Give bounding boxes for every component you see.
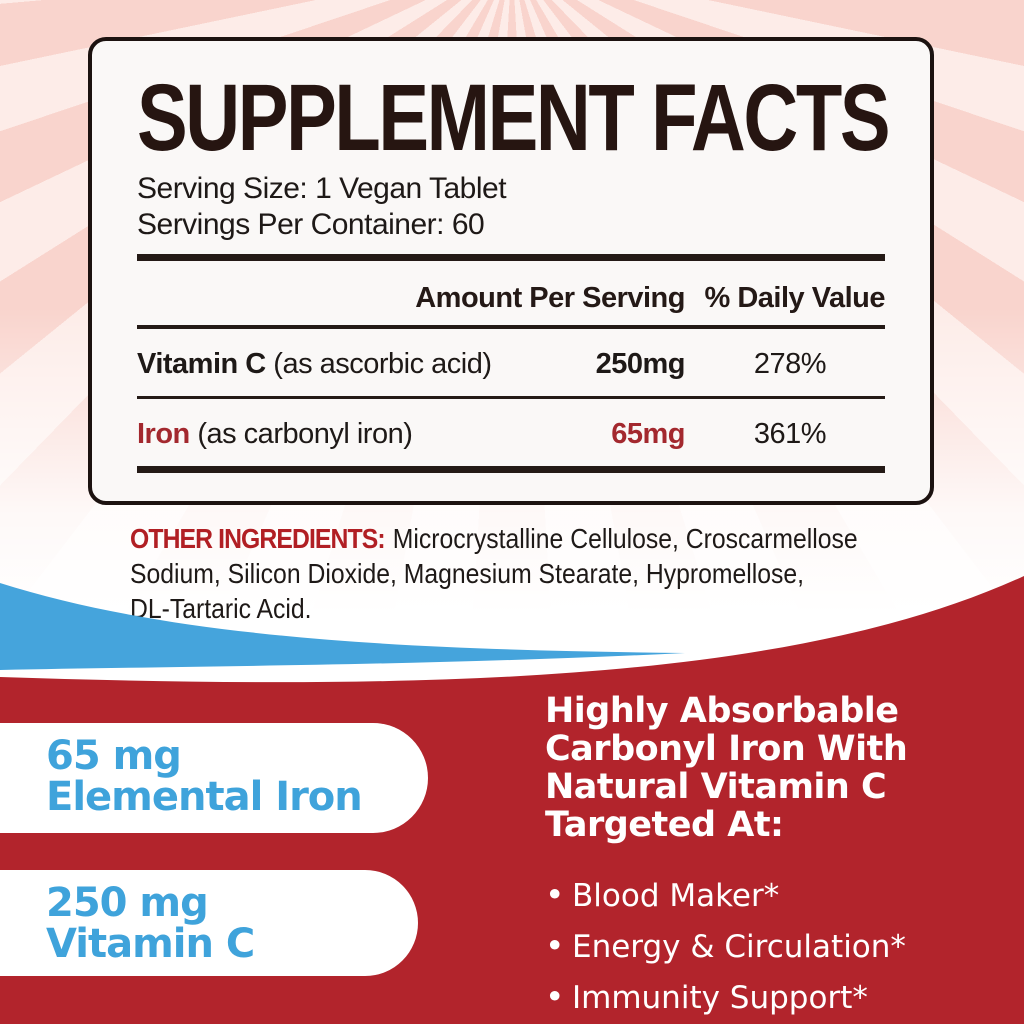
bullet-icon: [545, 921, 572, 972]
vitamin-c-badge-amount: 250 mg: [46, 880, 209, 926]
bullet-text: Energy & Circulation*: [572, 929, 906, 965]
iron-badge: 65 mg Elemental Iron: [0, 723, 428, 833]
claims-column: Highly Absorbable Carbonyl Iron With Nat…: [545, 692, 1020, 1023]
supplement-facts-panel: SUPPLEMENT FACTS Serving Size: 1 Vegan T…: [88, 37, 934, 505]
nutrient-name: Vitamin C: [137, 348, 266, 380]
iron-badge-label: Elemental Iron: [46, 774, 363, 820]
claims-bullet-list: Blood Maker* Energy & Circulation* Immun…: [545, 870, 1020, 1023]
nutrient-amount: 250mg: [595, 348, 686, 380]
list-item: Energy & Circulation*: [545, 921, 1020, 972]
bullet-text: Immunity Support*: [572, 980, 868, 1016]
claims-heading-line: Targeted At:: [545, 805, 784, 845]
thin-rule: [137, 325, 885, 329]
other-ingredients-label: OTHER INGREDIENTS:: [130, 523, 386, 554]
nutrient-daily-value: 361%: [753, 418, 827, 450]
nutrient-form: (as carbonyl iron): [197, 418, 413, 450]
blue-wave: [0, 583, 685, 670]
other-ingredients: OTHER INGREDIENTS: Microcrystalline Cellu…: [130, 521, 904, 626]
bullet-icon: [545, 870, 572, 921]
other-ingredients-line: OTHER INGREDIENTS: Microcrystalline Cellu…: [130, 523, 858, 554]
other-ingredients-text: Microcrystalline Cellulose, Croscarmello…: [392, 523, 858, 554]
column-header-daily-value: % Daily Value: [704, 282, 886, 314]
bullet-text: Blood Maker*: [572, 878, 780, 914]
thin-rule: [137, 396, 885, 399]
claims-heading-line: Carbonyl Iron With: [545, 729, 908, 769]
servings-per-container-text: Servings Per Container: 60: [137, 208, 485, 241]
vitamin-c-badge-label: Vitamin C: [46, 921, 255, 967]
nutrient-daily-value: 278%: [753, 348, 827, 380]
nutrient-form: (as ascorbic acid): [273, 348, 492, 380]
list-item: Immunity Support*: [545, 972, 1020, 1023]
table-row-iron: Iron (as carbonyl iron) 65mg 361%: [137, 416, 885, 452]
vitamin-c-badge: 250 mg Vitamin C: [0, 870, 418, 976]
table-row-vitamin-c: Vitamin C (as ascorbic acid) 250mg 278%: [137, 346, 885, 382]
thick-rule-bottom: [137, 466, 885, 473]
list-item: Blood Maker*: [545, 870, 1020, 921]
facts-table-header: Amount Per Serving % Daily Value: [137, 280, 885, 316]
nutrient-amount: 65mg: [611, 418, 685, 450]
serving-size-text: Serving Size: 1 Vegan Tablet: [137, 172, 507, 205]
iron-badge-amount: 65 mg: [46, 733, 182, 779]
other-ingredients-line: DL-Tartaric Acid.: [130, 593, 312, 624]
claims-heading-line: Highly Absorbable: [545, 691, 899, 731]
other-ingredients-line: Sodium, Silicon Dioxide, Magnesium Stear…: [130, 558, 805, 589]
nutrient-name: Iron: [137, 418, 190, 450]
claims-heading-line: Natural Vitamin C: [545, 767, 887, 807]
column-header-amount-per-serving: Amount Per Serving: [415, 282, 685, 314]
supplement-facts-title: SUPPLEMENT FACTS: [137, 65, 891, 171]
thick-rule-top: [137, 254, 885, 261]
bullet-icon: [545, 972, 572, 1023]
